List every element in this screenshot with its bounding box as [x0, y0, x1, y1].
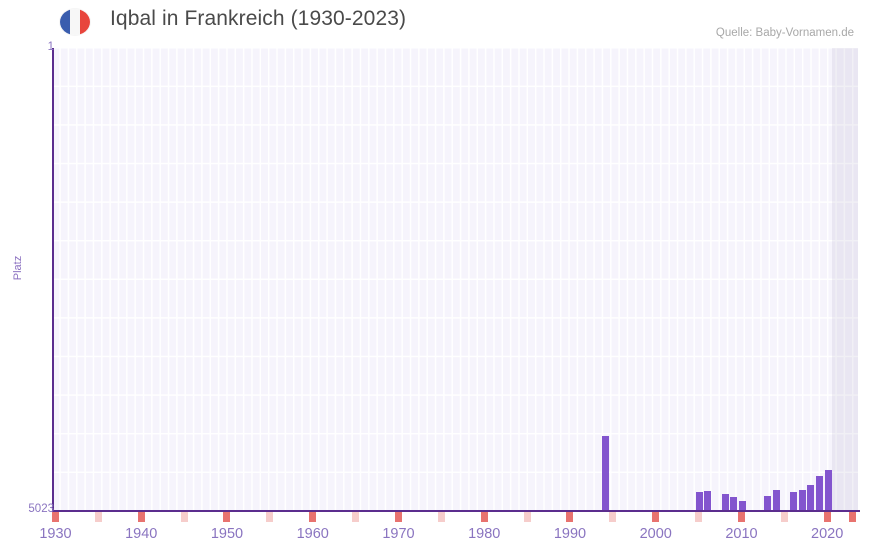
- bar-2006: [704, 490, 712, 511]
- x-tick-label-2020: 2020: [811, 526, 844, 542]
- bar-2013: [764, 495, 772, 511]
- x-tick-label-1970: 1970: [382, 526, 415, 542]
- source-attribution: Quelle: Baby-Vornamen.de: [715, 27, 854, 39]
- bar-1994: [601, 436, 609, 511]
- x-tick-major-2010: [737, 512, 745, 522]
- bar-2010: [738, 501, 746, 511]
- bar-2009: [730, 496, 738, 511]
- x-tick-minor-2005: [695, 512, 703, 522]
- flag-stripe-white: [69, 9, 80, 35]
- x-tick-label-1950: 1950: [210, 526, 244, 542]
- x-tick-major-1980: [480, 512, 488, 522]
- x-tick-label-2000: 2000: [639, 526, 672, 542]
- x-tick-label-1960: 1960: [296, 526, 329, 542]
- bar-2014: [773, 489, 781, 511]
- x-axis-line: [52, 510, 860, 512]
- plot-area: [52, 48, 858, 511]
- grid-lines: [52, 48, 858, 511]
- x-tick-minor-1995: [609, 512, 617, 522]
- bar-series: [52, 48, 858, 511]
- shaded-future-region: [832, 48, 858, 511]
- x-tick-major-2023: [849, 512, 857, 522]
- x-tick-major-2000: [652, 512, 660, 522]
- x-tick-label-1980: 1980: [468, 526, 501, 542]
- bar-2017: [798, 489, 806, 511]
- y-axis-line: [52, 48, 54, 511]
- bar-2018: [807, 485, 815, 511]
- x-tick-minor-1955: [266, 512, 274, 522]
- x-axis-ticks: 1930 1940 1950 1960 1970 1980 1990 2000 2010 2020: [0, 512, 873, 552]
- x-tick-major-1960: [309, 512, 317, 522]
- bar-2005: [695, 491, 703, 511]
- x-tick-label-1930: 1930: [39, 526, 72, 542]
- x-tick-major-1970: [394, 512, 402, 522]
- y-axis-top-label: 1: [47, 41, 54, 53]
- france-flag-icon: [60, 9, 90, 35]
- x-tick-label-1990: 1990: [553, 526, 587, 542]
- flag-stripe-red: [79, 9, 90, 35]
- x-tick-major-1950: [223, 512, 231, 522]
- x-tick-major-1930: [52, 512, 59, 522]
- flag-stripe-blue: [60, 9, 70, 35]
- page-title: Iqbal in Frankreich (1930-2023): [110, 7, 407, 30]
- bar-2008: [721, 493, 729, 511]
- bar-2019: [815, 475, 823, 511]
- chart-header: Iqbal in Frankreich (1930-2023) Quelle: …: [0, 0, 873, 44]
- x-tick-major-1940: [137, 512, 145, 522]
- y-axis-title: Platz: [12, 255, 25, 281]
- x-tick-minor-2015: [780, 512, 788, 522]
- x-tick-minor-1985: [523, 512, 531, 522]
- x-tick-label-1940: 1940: [125, 526, 158, 542]
- x-tick-minor-1945: [180, 512, 188, 522]
- x-tick-label-2010: 2010: [725, 526, 758, 542]
- x-tick-major-1990: [566, 512, 574, 522]
- bar-2016: [790, 491, 798, 511]
- x-tick-minor-1965: [352, 512, 360, 522]
- x-tick-minor-1935: [94, 512, 102, 522]
- y-axis-bottom-label: 5023: [28, 503, 54, 515]
- x-tick-minor-1975: [437, 512, 445, 522]
- x-tick-major-2020: [823, 512, 831, 522]
- bar-2020: [824, 469, 832, 511]
